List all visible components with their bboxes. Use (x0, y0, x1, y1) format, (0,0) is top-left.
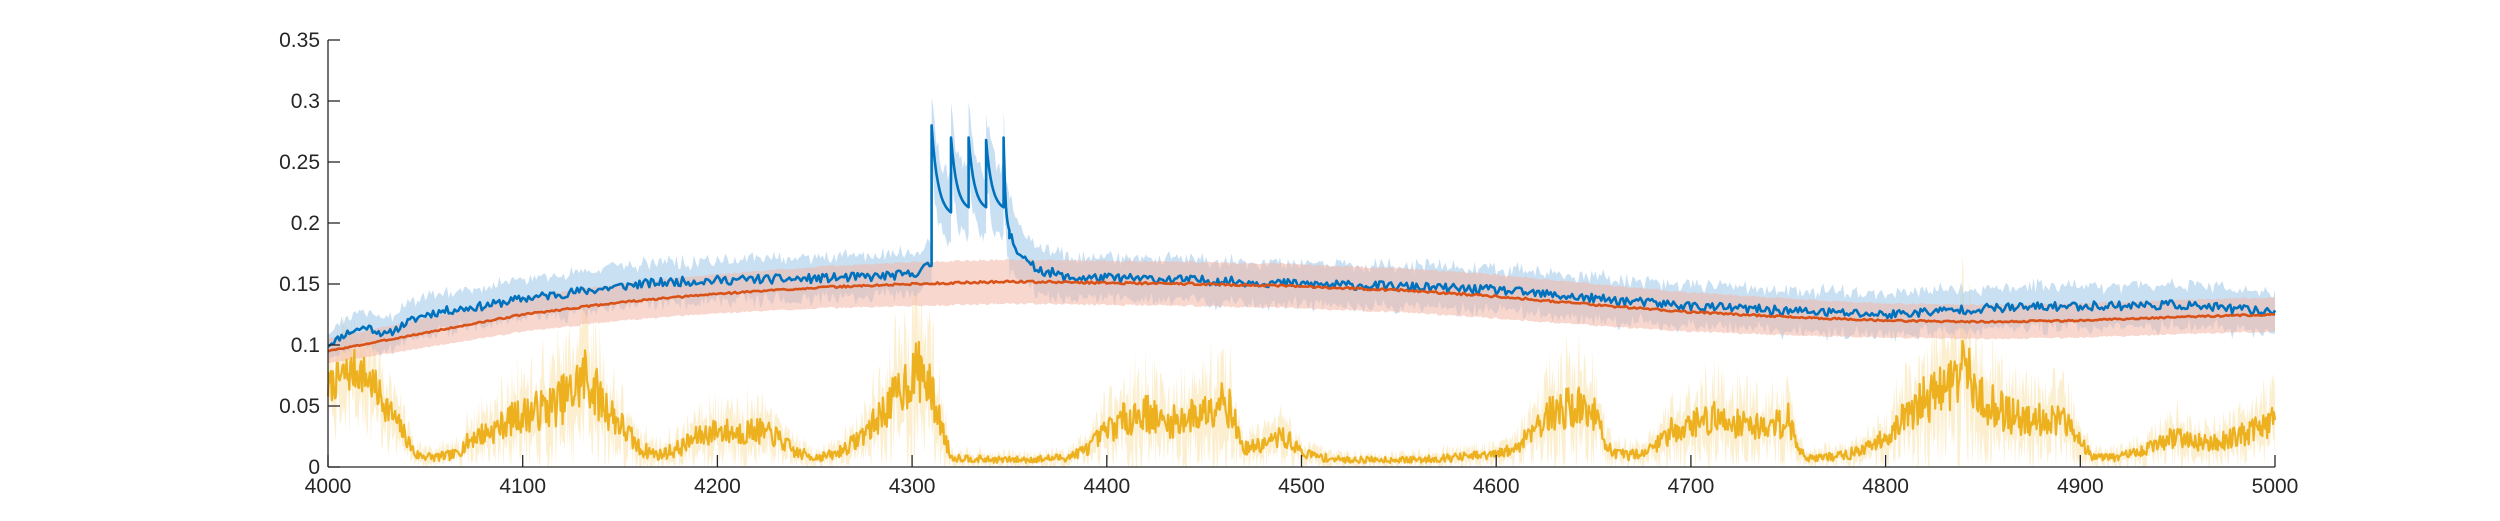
x-tick-label: 4900 (2057, 475, 2104, 498)
y-tick-label: 0.05 (279, 395, 320, 418)
x-tick-label: 4600 (1473, 475, 1520, 498)
x-tick-label: 4100 (499, 475, 546, 498)
x-tick-label: 4400 (1083, 475, 1130, 498)
x-tick-label: 4300 (889, 475, 936, 498)
series-2-line (327, 279, 2276, 353)
y-tick-label: 0.15 (279, 273, 320, 296)
y-tick-label: 0.35 (279, 29, 320, 52)
series-2-band (328, 258, 2275, 364)
series-1-line (327, 124, 2277, 348)
axes: 4000 4100 4200 4300 4400 4500 4600 4700 4800 4900… (279, 29, 2298, 498)
x-tick-label: 5000 (2252, 475, 2299, 498)
x-tick-label: 4500 (1278, 475, 1325, 498)
x-tick-label: 4800 (1862, 475, 1909, 498)
series-lines (326, 124, 2277, 464)
y-tick-label: 0.2 (291, 212, 320, 235)
y-tick-label: 0.1 (291, 334, 320, 357)
y-ticks: 0 0.05 0.1 0.15 0.2 0.25 0.3 0.35 (279, 29, 340, 479)
x-ticks: 4000 4100 4200 4300 4400 4500 4600 4700 4800 4900… (305, 455, 2299, 498)
x-tick-label: 4200 (694, 475, 741, 498)
x-tick-label: 4000 (305, 475, 352, 498)
series-3-line (326, 339, 2277, 464)
x-tick-label: 4700 (1668, 475, 1715, 498)
plot-area (326, 97, 2277, 467)
y-tick-label: 0 (308, 456, 320, 479)
y-tick-label: 0.3 (291, 90, 320, 113)
y-tick-label: 0.25 (279, 151, 320, 174)
